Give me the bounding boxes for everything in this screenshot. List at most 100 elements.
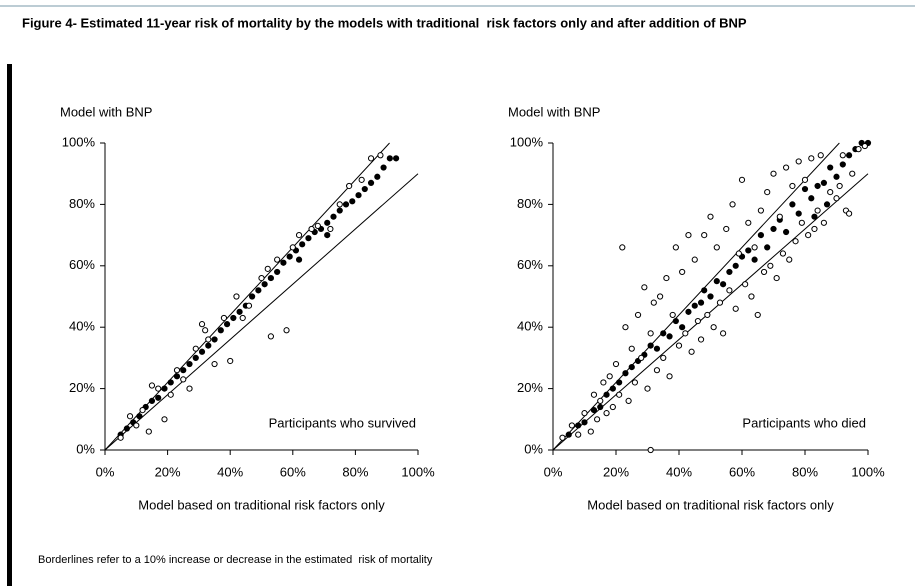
y-tick-label: 20% <box>517 380 543 395</box>
open-point <box>792 238 799 245</box>
open-point <box>669 311 676 319</box>
filled-point <box>186 360 193 368</box>
filled-point <box>713 278 720 285</box>
open-point <box>145 428 152 435</box>
open-point <box>308 225 315 233</box>
filled-point <box>820 179 828 187</box>
filled-point <box>324 219 331 226</box>
filled-point <box>745 247 752 254</box>
filled-point <box>622 370 629 377</box>
x-tick-label: 100% <box>851 464 885 479</box>
filled-point <box>374 173 381 180</box>
filled-point <box>249 293 256 300</box>
filled-point <box>628 364 635 371</box>
filled-point <box>707 293 714 300</box>
open-point <box>713 244 720 251</box>
filled-point <box>123 425 131 432</box>
open-point <box>597 397 604 404</box>
x-tick-label: 40% <box>217 464 243 479</box>
filled-point <box>367 179 375 187</box>
open-point <box>846 210 853 217</box>
open-point <box>148 382 156 389</box>
y-axis-label: Model with BNP <box>508 104 600 119</box>
open-point <box>233 293 240 300</box>
open-point <box>606 373 613 380</box>
open-point <box>186 385 193 392</box>
filled-point <box>136 413 143 420</box>
open-point <box>198 321 206 328</box>
open-point <box>581 410 588 417</box>
open-point <box>849 170 856 177</box>
figure-title: Figure 4- Estimated 11-year risk of mort… <box>22 15 747 30</box>
open-point <box>720 330 727 337</box>
open-point <box>367 155 375 162</box>
filled-point <box>839 161 846 168</box>
open-point <box>836 182 843 190</box>
open-point <box>814 207 821 214</box>
open-point <box>587 428 594 435</box>
open-point <box>609 403 616 411</box>
filled-point <box>685 308 692 315</box>
open-point <box>647 330 654 337</box>
y-tick-label: 80% <box>517 196 543 211</box>
open-point <box>663 274 670 282</box>
filled-point <box>701 287 708 294</box>
annotation: Participants who died <box>742 415 866 430</box>
open-point <box>358 176 365 183</box>
x-axis-label: Model based on traditional risk factors … <box>587 497 834 512</box>
filled-point <box>180 367 187 374</box>
y-tick-label: 40% <box>517 319 543 334</box>
filled-point <box>261 281 268 288</box>
filled-point <box>198 348 206 355</box>
filled-point <box>330 213 337 220</box>
filled-point <box>274 268 281 276</box>
open-point <box>801 176 809 183</box>
open-point <box>161 416 168 423</box>
filled-point <box>679 324 686 331</box>
open-point <box>274 256 281 263</box>
open-point <box>697 336 705 343</box>
open-point <box>612 360 620 368</box>
border-line <box>104 173 419 451</box>
filled-point <box>255 287 262 294</box>
x-tick-label: 60% <box>280 464 306 479</box>
filled-point <box>349 198 356 205</box>
filled-point <box>672 317 679 325</box>
open-point <box>757 207 765 214</box>
open-point <box>748 293 755 300</box>
filled-point <box>299 241 306 248</box>
open-point <box>675 342 683 349</box>
filled-point <box>211 336 218 343</box>
filled-point <box>770 225 777 233</box>
open-point <box>726 287 733 294</box>
open-point <box>786 256 793 263</box>
open-point <box>336 201 343 208</box>
y-tick-label: 100% <box>510 134 544 149</box>
open-point <box>377 152 384 159</box>
open-point <box>622 324 629 331</box>
filled-point <box>295 256 303 263</box>
open-point <box>764 189 771 196</box>
open-point <box>167 391 174 398</box>
open-point <box>594 416 601 423</box>
filled-point <box>167 379 174 386</box>
y-tick-label: 100% <box>62 134 96 149</box>
open-point <box>817 152 824 159</box>
filled-point <box>581 419 588 426</box>
open-point <box>827 189 834 196</box>
filled-point <box>720 281 727 288</box>
x-tick-label: 0% <box>96 464 115 479</box>
open-point <box>192 345 199 352</box>
open-point <box>745 219 752 226</box>
open-point <box>202 327 209 334</box>
filled-point <box>336 207 343 214</box>
filled-point <box>230 314 237 322</box>
x-tick-label: 60% <box>729 464 755 479</box>
filled-point <box>732 262 739 269</box>
open-point <box>638 354 645 361</box>
filled-point <box>342 201 350 208</box>
y-tick-label: 80% <box>69 196 95 211</box>
x-tick-label: 40% <box>666 464 692 479</box>
x-tick-label: 100% <box>401 464 435 479</box>
